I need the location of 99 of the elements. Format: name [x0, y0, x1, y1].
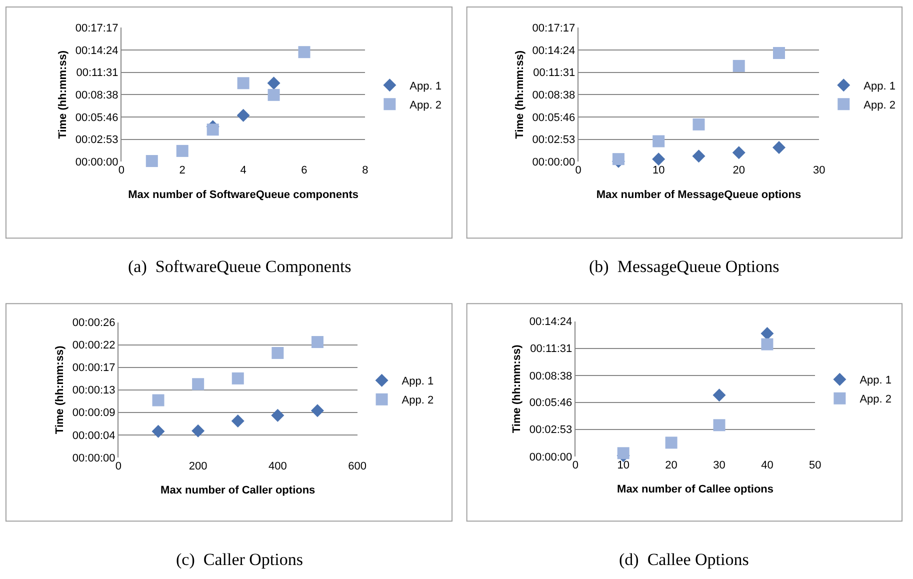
text: (b) MessageQueue Options	[589, 257, 780, 276]
point	[652, 152, 666, 166]
x-tick-label: 6	[301, 164, 308, 177]
y-tick-label: 00:14:24	[532, 44, 576, 57]
y-tick-label: 00:11:31	[533, 67, 576, 80]
point	[271, 408, 284, 422]
x-tick-label: 30	[813, 164, 826, 177]
legend-label: App. 2	[864, 99, 896, 112]
point	[298, 46, 310, 58]
y-axis-title: Time (hh:mm:ss)	[57, 50, 70, 139]
legend-label: App. 2	[860, 394, 892, 406]
legend-label: App. 1	[410, 80, 442, 92]
x-axis-title: Max number of SoftwareQueue components	[128, 188, 359, 201]
y-tick-label: 00:17:17	[532, 22, 576, 34]
text: (a) SoftwareQueue Components	[128, 257, 352, 276]
x-tick-label: 10	[652, 164, 665, 177]
x-tick-label: 4	[240, 164, 246, 177]
x-tick-label: 2	[179, 164, 186, 177]
y-tick-label: 00:11:31	[530, 343, 572, 356]
y-tick-label: 00:08:38	[75, 90, 118, 102]
x-tick-label: 0	[575, 164, 582, 177]
point	[772, 140, 786, 154]
x-tick-label: 20	[665, 459, 678, 472]
x-tick-label: 0	[572, 459, 578, 472]
y-tick-label: 00:05:46	[529, 397, 572, 410]
x-tick-label: 8	[362, 164, 368, 177]
x-tick-label: 400	[268, 460, 287, 472]
point	[732, 146, 746, 160]
point	[232, 372, 244, 384]
x-tick-label: 30	[713, 459, 726, 472]
point	[310, 404, 324, 418]
point	[267, 76, 280, 90]
x-tick-label: 200	[188, 460, 208, 472]
y-tick-label: 00:02:53	[532, 134, 576, 146]
point	[652, 135, 665, 148]
y-axis-title: Time (hh:mm:ss)	[514, 50, 526, 139]
point	[761, 338, 774, 350]
point	[732, 60, 745, 72]
y-tick-label: 00:02:53	[75, 134, 118, 146]
point	[665, 436, 678, 449]
point	[692, 118, 705, 130]
y-tick-label: 00:00:00	[532, 156, 576, 169]
text: (c) Caller Options	[176, 550, 303, 569]
y-tick-label: 00:14:24	[75, 44, 118, 57]
y-tick-label: 00:00:26	[72, 317, 116, 330]
point	[692, 150, 706, 163]
y-tick-label: 00:00:00	[75, 156, 118, 169]
y-tick-label: 00:08:38	[529, 370, 572, 382]
x-tick-label: 0	[118, 164, 124, 177]
x-tick-label: 0	[115, 460, 122, 472]
y-tick-label: 00:11:31	[76, 67, 118, 80]
y-axis-title: Time (hh:mm:ss)	[54, 345, 66, 434]
point	[311, 336, 324, 348]
y-tick-label: 00:17:17	[75, 22, 118, 34]
point	[192, 424, 205, 438]
y-axis-title: Time (hh:mm:ss)	[511, 344, 523, 434]
point	[206, 124, 219, 136]
legend-label: App. 1	[864, 80, 896, 92]
y-tick-label: 00:05:46	[75, 112, 118, 124]
x-tick-label: 10	[617, 459, 630, 472]
text: (d) Callee Options	[619, 550, 749, 569]
y-tick-label: 00:05:46	[532, 112, 576, 124]
point	[146, 155, 158, 168]
y-tick-label: 00:00:13	[72, 384, 116, 397]
point	[713, 419, 726, 432]
point	[712, 388, 726, 402]
point	[176, 144, 188, 157]
y-tick-label: 00:00:09	[72, 407, 116, 420]
y-tick-label: 00:08:38	[532, 90, 576, 102]
point	[231, 414, 244, 428]
legend-label: App. 1	[860, 374, 892, 387]
legend-label: App. 2	[410, 99, 442, 112]
y-tick-label: 00:00:00	[72, 452, 116, 464]
x-axis-title: Max number of Caller options	[160, 484, 316, 497]
point	[237, 77, 250, 90]
x-axis-title: Max number of Callee options	[617, 484, 774, 496]
y-tick-label: 00:02:53	[529, 424, 572, 436]
point	[236, 108, 250, 122]
point	[772, 47, 785, 60]
x-tick-label: 40	[761, 459, 774, 472]
y-tick-label: 00:14:24	[529, 316, 572, 328]
x-tick-label: 20	[732, 164, 745, 177]
point	[268, 88, 280, 101]
x-axis-title: Max number of MessageQueue options	[596, 188, 802, 201]
y-tick-label: 00:00:17	[72, 362, 116, 374]
y-tick-label: 00:00:22	[72, 340, 116, 352]
point	[192, 378, 204, 390]
point	[152, 394, 164, 406]
y-tick-label: 00:00:00	[529, 451, 572, 464]
legend-label: App. 2	[402, 394, 434, 407]
point	[617, 447, 630, 460]
point	[760, 327, 774, 340]
point	[272, 346, 284, 359]
point	[612, 153, 624, 166]
x-tick-label: 50	[809, 459, 822, 472]
point	[152, 424, 165, 438]
y-tick-label: 00:00:04	[72, 430, 116, 442]
x-tick-label: 600	[348, 460, 366, 472]
legend-label: App. 1	[402, 376, 434, 388]
